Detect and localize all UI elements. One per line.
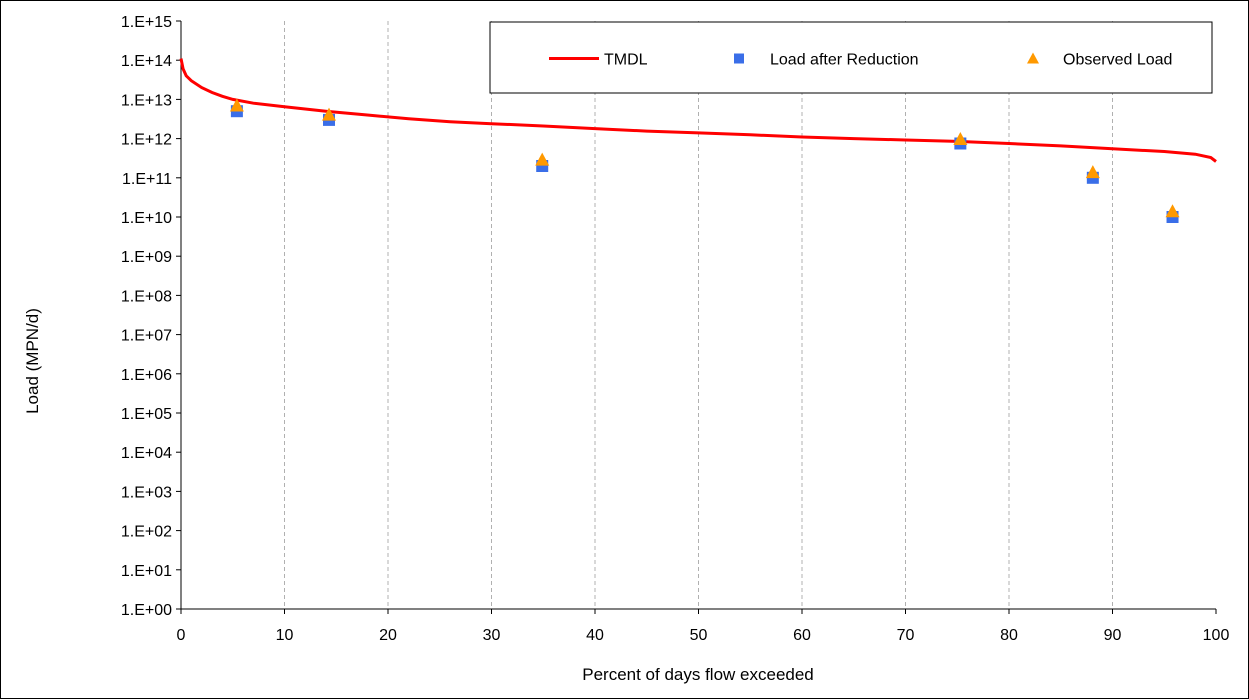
y-axis-title: Load (MPN/d)	[23, 308, 42, 414]
series-line-tmdl	[179, 58, 1217, 163]
x-tick-label: 0	[177, 627, 186, 644]
point-observed-load	[1165, 204, 1180, 218]
x-tick-label: 70	[897, 627, 915, 644]
point-observed-load	[953, 131, 968, 145]
x-tick-label: 30	[483, 627, 501, 644]
axis-layer: 1.E+00 1.E+01 1.E+02 1.E+03 1.E+04 1.E+05 1.E+…	[121, 14, 1230, 644]
y-tick-label: 1.E+08	[121, 288, 172, 305]
x-tick-label: 20	[379, 627, 397, 644]
y-tick-label: 1.E+10	[121, 210, 172, 227]
y-tick-label: 1.E+13	[121, 92, 172, 109]
y-tick-label: 1.E+07	[121, 328, 172, 345]
x-tick-label: 90	[1104, 627, 1122, 644]
y-tick-label: 1.E+15	[121, 14, 172, 31]
legend-swatch-load-after-reduction	[734, 53, 744, 64]
legend-label: Load after Reduction	[770, 52, 919, 69]
y-tick-label: 1.E+09	[121, 249, 172, 266]
y-tick-label: 1.E+04	[121, 445, 172, 462]
grid-layer	[284, 21, 1113, 609]
x-tick-label: 60	[793, 627, 811, 644]
legend-box	[489, 21, 1213, 94]
series-layer	[179, 58, 1217, 223]
x-tick-label: 100	[1203, 627, 1230, 644]
point-observed-load	[229, 98, 244, 112]
legend-swatch-observed-load	[1027, 52, 1039, 64]
y-tick-label: 1.E+11	[122, 171, 172, 188]
x-tick-label: 50	[690, 627, 708, 644]
legend-label: TMDL	[604, 52, 648, 69]
legend-label: Observed Load	[1063, 52, 1172, 69]
y-tick-label: 1.E+05	[121, 406, 172, 423]
x-tick-label: 40	[586, 627, 604, 644]
y-tick-label: 1.E+01	[121, 563, 172, 580]
x-tick-label: 10	[276, 627, 294, 644]
point-observed-load	[535, 152, 550, 166]
y-tick-label: 1.E+02	[121, 524, 172, 541]
legend-layer: TMDL Load after Reduction Observed Load	[489, 21, 1213, 94]
y-tick-label: 1.E+12	[121, 132, 172, 149]
y-tick-label: 1.E+14	[121, 53, 172, 70]
x-tick-label: 80	[1000, 627, 1018, 644]
point-observed-load	[1085, 165, 1100, 179]
y-tick-label: 1.E+06	[121, 367, 172, 384]
point-observed-load	[322, 107, 337, 121]
y-tick-label: 1.E+00	[121, 602, 172, 619]
x-axis-title: Percent of days flow exceeded	[582, 665, 814, 684]
y-tick-label: 1.E+03	[121, 484, 172, 501]
